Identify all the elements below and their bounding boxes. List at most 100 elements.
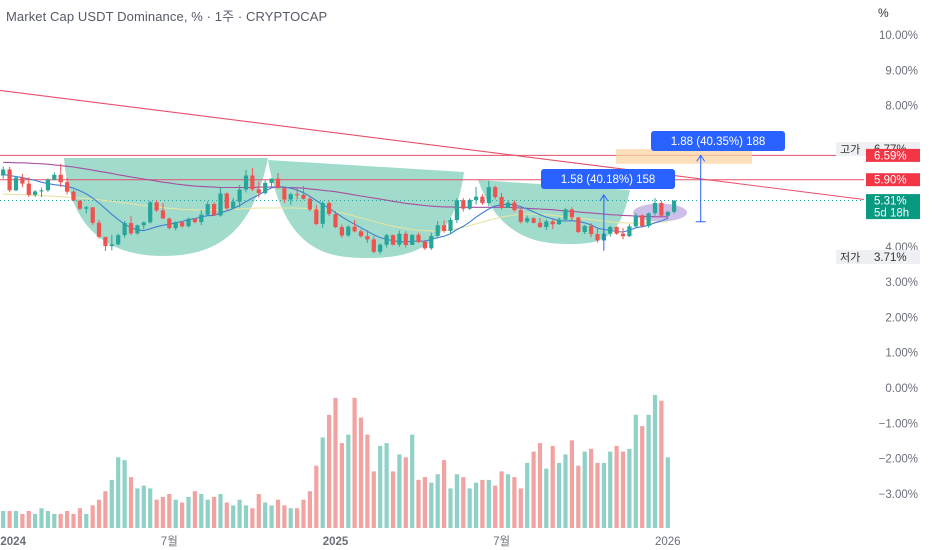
price-label-value: 6.59% (874, 150, 907, 162)
candle-body (672, 200, 677, 212)
candle-body (384, 235, 389, 245)
y-tick-label: −2.00% (879, 454, 918, 466)
candle-body (199, 214, 204, 223)
volume-bar (218, 494, 223, 528)
candle-body (275, 178, 281, 189)
candle-body (13, 177, 19, 191)
volume-bar (154, 499, 159, 528)
volume-bar (250, 508, 255, 528)
volume-bar (512, 477, 517, 528)
volume-bar (160, 496, 165, 528)
volume-bar (231, 505, 236, 528)
candle-body (403, 233, 408, 245)
volume-bar (263, 502, 268, 528)
candle-body (7, 169, 12, 191)
candle-body (333, 214, 338, 228)
target-zone (616, 149, 752, 164)
volume-bar (467, 488, 472, 528)
volume-bar (505, 474, 511, 528)
candle-body (365, 236, 370, 240)
candle-body (352, 226, 357, 232)
axis-unit-label: % (878, 6, 889, 20)
candle-body (26, 183, 31, 195)
volume-bar (180, 502, 185, 528)
volume-bar (352, 397, 357, 528)
volume-bar (659, 400, 664, 528)
measure-label: 1.88 (40.35%) 188 (671, 136, 766, 148)
candle-body (103, 236, 108, 247)
candle-body (231, 201, 236, 209)
candle-body (486, 187, 491, 203)
volume-bar (633, 414, 638, 528)
candle-body (327, 203, 332, 214)
volume-bar (480, 479, 485, 528)
candle-body (71, 191, 76, 201)
volume-bar (109, 479, 114, 528)
price-label-value: 5.31% (874, 196, 907, 208)
volume-bar (461, 477, 466, 528)
volume-bar (665, 457, 670, 528)
volume-bar (390, 471, 396, 528)
volume-bar (192, 491, 197, 528)
measure-label: 1.58 (40.18%) 158 (561, 174, 656, 186)
candle-body (263, 182, 268, 194)
candle-body (633, 215, 638, 227)
candle-body (237, 189, 242, 202)
candle-body (569, 209, 574, 218)
candle-body (537, 222, 543, 227)
candle-body (550, 221, 555, 225)
price-label-bg (836, 250, 920, 264)
volume-bar (77, 508, 82, 528)
volume-bar (45, 511, 50, 528)
volume-bar (384, 443, 389, 528)
y-tick-label: 1.00% (885, 348, 918, 360)
volume-bar (397, 454, 402, 528)
measurements: 1.58 (40.18%) 158 1.88 (40.35%) 188 (541, 131, 785, 251)
candle-body (96, 222, 102, 237)
candle-body (90, 207, 95, 223)
volume-bar (58, 513, 63, 528)
measure-label-box (541, 169, 675, 189)
candle-body (614, 227, 619, 234)
volume-bar (601, 462, 606, 528)
volume-bar (173, 499, 178, 528)
candle-body (224, 193, 229, 209)
candle-body (480, 196, 485, 204)
candle-body (116, 235, 121, 245)
volume-bar (493, 485, 498, 528)
x-axis: 2024 7월 2025 7월 2026 (0, 535, 680, 548)
volume-bar (148, 488, 153, 528)
candle-body (454, 200, 459, 220)
volume-bar (205, 499, 210, 528)
volume-bar (537, 443, 543, 528)
candle-body (582, 226, 587, 232)
volume-bar (90, 505, 95, 528)
candle-body (525, 218, 530, 222)
volume-bar (365, 434, 370, 528)
volume-bar (563, 454, 568, 528)
volume-bar (52, 513, 57, 528)
candle-body (627, 226, 632, 237)
volume-bar (96, 499, 102, 528)
candle-body (499, 197, 504, 208)
candle-body (52, 174, 57, 180)
candle-body (148, 202, 153, 223)
volume-bar (620, 451, 626, 528)
candle-body (109, 244, 114, 247)
cup-pattern-zone (64, 158, 268, 256)
y-axis: 10.00%9.00%8.00%4.00%3.00%2.00%1.00%0.00… (879, 30, 918, 501)
candle-body (33, 191, 38, 195)
volume-bar (141, 485, 146, 528)
volume-bar (410, 434, 415, 528)
volume-bars (1, 395, 670, 528)
y-tick-label: −1.00% (879, 418, 918, 430)
volume-bar (531, 451, 536, 528)
candle-body (397, 233, 402, 245)
candle-body (301, 194, 306, 199)
candle-body (20, 177, 25, 184)
candle-body (493, 187, 498, 197)
candle-body (467, 199, 472, 209)
volume-bar (13, 511, 19, 528)
descending-trendline (0, 89, 865, 201)
